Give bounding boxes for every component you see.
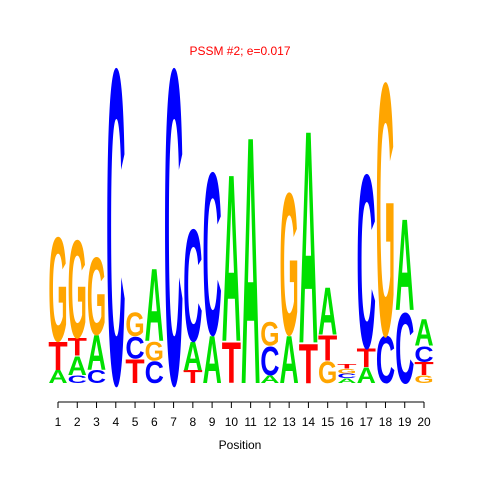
logo-letter: A: [68, 350, 87, 381]
x-tick-label: 19: [398, 415, 412, 429]
logo-letter: A: [241, 63, 260, 459]
x-tick-label: 13: [282, 415, 296, 429]
logo-letter: T: [222, 331, 241, 396]
logo-letter: C: [395, 291, 414, 405]
logo-letter: G: [145, 335, 164, 366]
logo-letter: C: [145, 354, 164, 390]
logo-letter: C: [68, 374, 87, 386]
logo-letter: T: [299, 332, 318, 395]
logo-letter: A: [260, 374, 279, 386]
logo-letter: C: [260, 338, 279, 384]
logo-letter: A: [357, 363, 376, 388]
logo-letter: G: [125, 306, 144, 344]
logo-letter: C: [183, 196, 202, 375]
logo-letter: T: [48, 333, 67, 379]
logo-letter: A: [414, 312, 433, 355]
x-tick-label: 6: [151, 415, 158, 429]
logo-letter: A: [299, 66, 318, 407]
logo-letter: T: [318, 327, 337, 368]
logo-letter: C: [164, 0, 183, 479]
x-tick-label: 7: [170, 415, 177, 429]
logo-letter: G: [337, 368, 356, 375]
logo-letter: G: [318, 354, 337, 390]
logo-letter: A: [183, 333, 202, 379]
chart-title: PSSM #2; e=0.017: [189, 44, 290, 58]
logo-letter: C: [87, 367, 106, 387]
logo-letter: C: [337, 373, 357, 380]
x-tick-label: 18: [379, 415, 393, 429]
logo-letter: T: [125, 353, 145, 391]
logo-letter: T: [357, 342, 377, 373]
x-tick-label: 10: [225, 415, 239, 429]
logo-letter: C: [414, 342, 433, 367]
logo-letter: G: [414, 374, 434, 386]
x-tick-label: 20: [417, 415, 431, 429]
logo-letter: T: [337, 363, 360, 370]
x-tick-label: 9: [209, 415, 216, 429]
logo-letter: G: [68, 211, 87, 368]
x-tick-label: 3: [93, 415, 100, 429]
logo-letter: C: [376, 323, 395, 398]
logo-letter: A: [337, 378, 357, 385]
logo-letter: C: [106, 0, 125, 479]
logo-letter: A: [202, 323, 221, 398]
logo-letter: T: [183, 367, 202, 387]
logo-letter: T: [68, 334, 87, 361]
logo-letter: A: [145, 247, 164, 363]
logo-letter: G: [280, 151, 299, 378]
x-tick-label: 16: [340, 415, 354, 429]
x-tick-label: 15: [321, 415, 335, 429]
logo-letter: G: [48, 206, 67, 373]
logo-letter: A: [280, 323, 299, 398]
logo-letter: C: [357, 122, 376, 400]
logo-letter: A: [48, 367, 67, 387]
logo-letter: A: [222, 124, 241, 392]
x-tick-label: 17: [360, 415, 374, 429]
logo-letter: G: [260, 316, 279, 354]
x-tick-label: 11: [244, 415, 257, 429]
x-tick-label: 5: [132, 415, 139, 429]
x-tick-label: 8: [189, 415, 196, 429]
x-tick-label: 14: [302, 415, 316, 429]
x-tick-label: 2: [74, 415, 81, 429]
logo-letter: C: [125, 330, 144, 366]
logo-letter: G: [87, 235, 106, 358]
logo-letter: T: [414, 359, 433, 379]
logo-letter: C: [202, 125, 221, 384]
x-tick-label: 4: [112, 415, 119, 429]
logo-letter: G: [376, 7, 395, 411]
logo-letter: A: [395, 191, 414, 338]
x-tick-label: 1: [55, 415, 62, 429]
logo-letter: A: [87, 325, 106, 381]
x-axis-label: Position: [219, 438, 262, 452]
logo-letter: A: [318, 274, 337, 349]
x-tick-label: 12: [263, 415, 277, 429]
